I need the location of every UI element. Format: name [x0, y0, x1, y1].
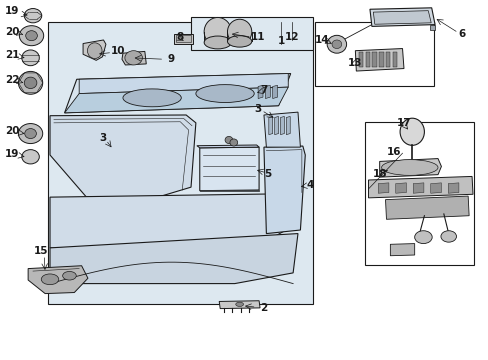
Text: 8: 8	[176, 32, 183, 42]
Polygon shape	[392, 52, 396, 67]
Polygon shape	[378, 52, 383, 67]
Polygon shape	[50, 234, 297, 284]
Polygon shape	[122, 51, 146, 65]
Ellipse shape	[25, 129, 36, 139]
Polygon shape	[372, 52, 376, 67]
Ellipse shape	[19, 123, 42, 144]
Text: 14: 14	[314, 35, 329, 45]
Ellipse shape	[331, 40, 341, 49]
Text: 7: 7	[260, 85, 267, 95]
Polygon shape	[429, 24, 434, 30]
Polygon shape	[377, 183, 388, 193]
Polygon shape	[174, 33, 193, 44]
Polygon shape	[268, 116, 272, 135]
Ellipse shape	[399, 118, 424, 145]
Text: 20: 20	[5, 27, 20, 37]
Ellipse shape	[62, 271, 76, 280]
Text: 1: 1	[277, 36, 284, 46]
Text: 19: 19	[5, 6, 19, 17]
Text: 9: 9	[167, 54, 174, 64]
Polygon shape	[389, 244, 414, 256]
Text: 3: 3	[254, 104, 261, 113]
Polygon shape	[219, 301, 260, 309]
Polygon shape	[50, 115, 196, 203]
Text: 2: 2	[260, 303, 267, 313]
Ellipse shape	[235, 302, 243, 306]
Ellipse shape	[122, 89, 181, 107]
Polygon shape	[274, 116, 278, 135]
Text: 19: 19	[5, 149, 19, 159]
Polygon shape	[176, 35, 191, 42]
Ellipse shape	[227, 36, 251, 47]
Text: 18: 18	[372, 168, 386, 179]
Text: 3: 3	[99, 133, 106, 143]
Text: 11: 11	[250, 32, 265, 42]
Text: 20: 20	[5, 126, 20, 136]
Ellipse shape	[22, 50, 39, 66]
Text: 21: 21	[5, 50, 20, 60]
Polygon shape	[197, 145, 259, 148]
Polygon shape	[395, 183, 406, 193]
Polygon shape	[447, 183, 458, 193]
Polygon shape	[272, 85, 277, 99]
Ellipse shape	[227, 19, 251, 44]
Polygon shape	[264, 112, 300, 147]
Polygon shape	[430, 183, 441, 193]
Polygon shape	[280, 116, 284, 135]
Text: 6: 6	[458, 29, 465, 39]
Ellipse shape	[124, 51, 142, 65]
Polygon shape	[264, 146, 305, 234]
Text: 12: 12	[285, 32, 299, 42]
Polygon shape	[64, 87, 287, 113]
Polygon shape	[28, 266, 88, 294]
Ellipse shape	[203, 36, 231, 49]
Polygon shape	[369, 8, 434, 26]
Polygon shape	[385, 196, 468, 219]
Ellipse shape	[41, 274, 59, 285]
Polygon shape	[355, 49, 403, 71]
Polygon shape	[286, 116, 289, 135]
Polygon shape	[200, 190, 259, 191]
Text: 10: 10	[111, 46, 125, 57]
Polygon shape	[385, 52, 389, 67]
Polygon shape	[200, 147, 259, 191]
Polygon shape	[258, 85, 263, 99]
FancyBboxPatch shape	[47, 22, 312, 304]
Ellipse shape	[20, 26, 43, 46]
Polygon shape	[358, 52, 363, 67]
Ellipse shape	[87, 43, 102, 59]
Ellipse shape	[24, 77, 37, 89]
Polygon shape	[372, 11, 430, 24]
Polygon shape	[412, 183, 423, 193]
Ellipse shape	[203, 18, 231, 46]
Polygon shape	[365, 52, 369, 67]
Polygon shape	[265, 85, 270, 99]
Polygon shape	[368, 176, 472, 198]
Ellipse shape	[22, 150, 39, 164]
Polygon shape	[50, 194, 297, 251]
Text: 15: 15	[34, 246, 48, 256]
Ellipse shape	[229, 139, 237, 146]
Text: 16: 16	[386, 147, 401, 157]
Ellipse shape	[381, 159, 437, 175]
Text: 13: 13	[347, 58, 362, 68]
Ellipse shape	[326, 35, 346, 53]
Polygon shape	[79, 73, 287, 94]
FancyBboxPatch shape	[191, 18, 312, 50]
Text: 4: 4	[306, 180, 313, 190]
Ellipse shape	[26, 31, 37, 41]
Ellipse shape	[414, 231, 431, 244]
Text: 22: 22	[5, 75, 20, 85]
Ellipse shape	[196, 85, 254, 103]
Polygon shape	[83, 40, 106, 60]
Text: 5: 5	[264, 168, 271, 179]
Ellipse shape	[440, 231, 456, 242]
Text: 17: 17	[396, 118, 410, 128]
Polygon shape	[64, 73, 290, 113]
Ellipse shape	[19, 71, 42, 94]
Ellipse shape	[24, 9, 41, 23]
Polygon shape	[379, 158, 441, 177]
Ellipse shape	[224, 136, 232, 144]
